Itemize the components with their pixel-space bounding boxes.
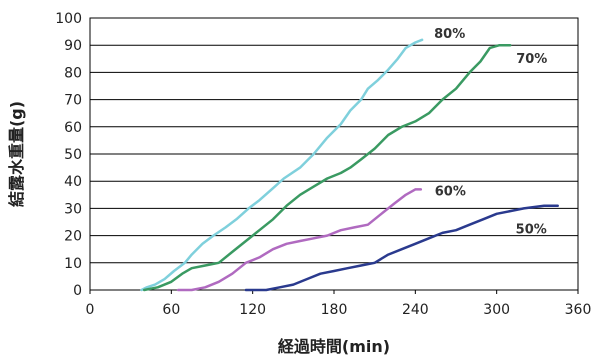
axes: 0 10 20 30 40 50 60 70 80 90 100 0 60 120 180 240 300 360 xyxy=(55,11,591,318)
y-tick-label: 100 xyxy=(55,11,82,27)
labels: 経過時間(min) 結露水重量(g) 80% 70% 60% 50% xyxy=(7,27,547,356)
series-lines xyxy=(140,38,559,292)
series-label-50pct: 50% xyxy=(516,223,547,238)
x-tick-label: 180 xyxy=(321,302,348,318)
x-tick-label: 120 xyxy=(239,302,266,318)
x-axis-title: 経過時間(min) xyxy=(278,337,390,356)
y-tick-label: 20 xyxy=(64,229,82,245)
x-tick-label: 360 xyxy=(565,302,592,318)
series-label-80pct: 80% xyxy=(434,27,465,42)
y-tick-label: 90 xyxy=(64,38,82,54)
y-tick-label: 50 xyxy=(64,147,82,163)
x-tick-label: 240 xyxy=(402,302,429,318)
y-tick-label: 60 xyxy=(64,120,82,136)
y-tick-label: 0 xyxy=(73,283,82,299)
x-tick-label: 300 xyxy=(483,302,510,318)
y-tick-label: 30 xyxy=(64,201,82,217)
gridlines xyxy=(89,17,579,291)
series-line-70pct xyxy=(142,43,512,292)
y-tick-label: 40 xyxy=(64,174,82,190)
y-axis-title: 結露水重量(g) xyxy=(7,101,26,207)
x-tick-label: 0 xyxy=(86,302,95,318)
series-label-60pct: 60% xyxy=(435,184,466,199)
series-line-50pct xyxy=(244,204,559,292)
x-tick-label: 60 xyxy=(162,302,180,318)
series-line-80pct xyxy=(140,38,424,292)
series-label-70pct: 70% xyxy=(516,52,547,67)
series-line-60pct xyxy=(176,188,423,292)
y-tick-label: 10 xyxy=(64,256,82,272)
y-tick-label: 70 xyxy=(64,93,82,109)
y-tick-label: 80 xyxy=(64,65,82,81)
